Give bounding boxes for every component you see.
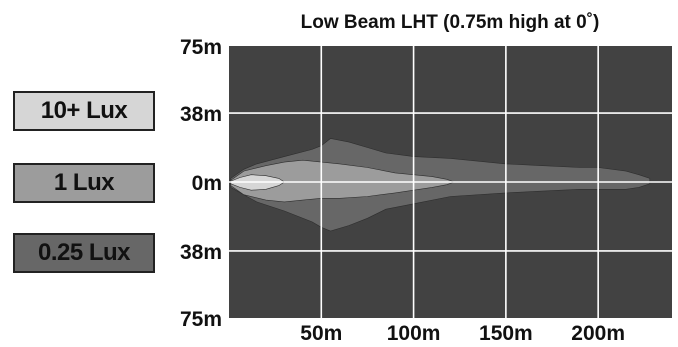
legend-label-0-25-lux: 0.25 Lux [37,239,131,266]
y-tick-label: 75m [180,308,222,331]
y-tick-label: 38m [180,103,222,126]
y-axis-ticks: 75m 38m 0m 38m 75m [180,36,222,331]
x-axis-ticks: 50m 100m 150m 200m [300,322,625,345]
y-tick-label: 38m [180,241,222,264]
legend-item-1-lux: 1 Lux [13,163,155,203]
grid-lines [229,46,672,318]
x-tick-label: 50m [300,322,342,345]
legend-item-10-lux: 10+ Lux [13,91,155,131]
x-tick-label: 200m [571,322,625,345]
contour-1-lux [230,159,456,203]
contour-layers [230,138,651,232]
legend-label-10-lux: 10+ Lux [40,97,128,124]
legend-label-1-lux: 1 Lux [53,169,115,196]
x-tick-label: 100m [387,322,441,345]
legend-item-0-25-lux: 0.25 Lux [13,233,155,273]
y-tick-label: 0m [192,172,222,195]
y-tick-label: 75m [180,36,222,59]
chart-title: Low Beam LHT (0.75m high at 0˚) [301,12,600,33]
x-tick-label: 150m [479,322,533,345]
